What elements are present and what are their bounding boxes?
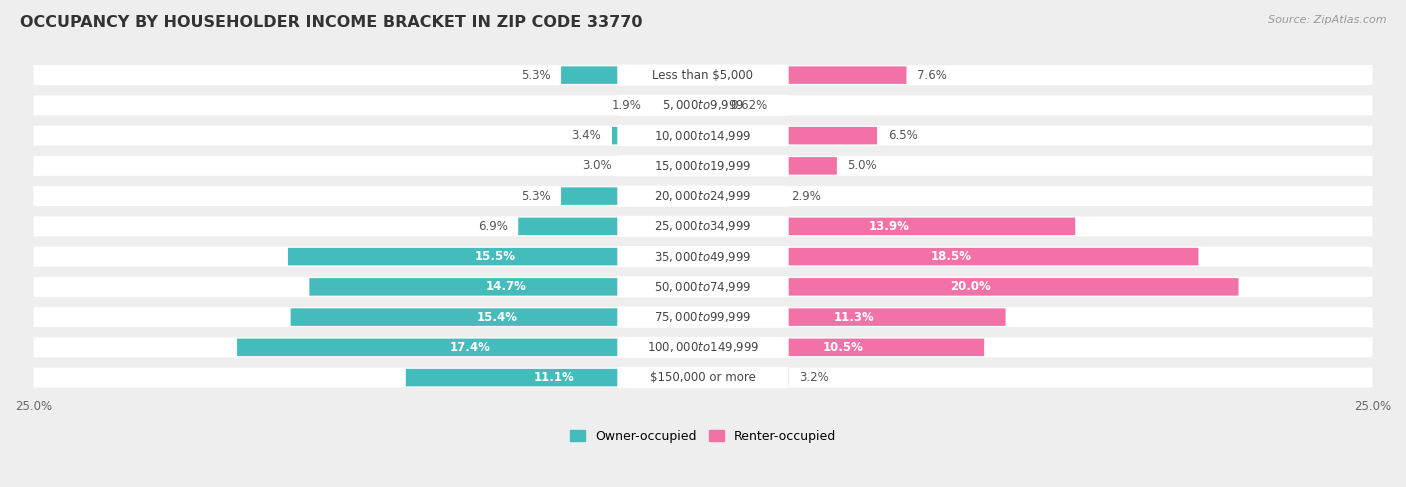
FancyBboxPatch shape [288, 248, 703, 265]
FancyBboxPatch shape [617, 246, 789, 267]
Text: $150,000 or more: $150,000 or more [650, 371, 756, 384]
FancyBboxPatch shape [617, 216, 789, 237]
Text: 5.0%: 5.0% [848, 159, 877, 172]
Text: Less than $5,000: Less than $5,000 [652, 69, 754, 82]
Text: 15.4%: 15.4% [477, 311, 517, 323]
FancyBboxPatch shape [617, 276, 789, 298]
Text: $10,000 to $14,999: $10,000 to $14,999 [654, 129, 752, 143]
FancyBboxPatch shape [34, 216, 1372, 236]
Text: $20,000 to $24,999: $20,000 to $24,999 [654, 189, 752, 203]
Text: 3.4%: 3.4% [571, 129, 602, 142]
FancyBboxPatch shape [561, 187, 703, 205]
FancyBboxPatch shape [34, 126, 1372, 146]
FancyBboxPatch shape [623, 157, 703, 175]
FancyBboxPatch shape [703, 157, 837, 175]
Text: $25,000 to $34,999: $25,000 to $34,999 [654, 219, 752, 233]
FancyBboxPatch shape [652, 96, 703, 114]
Text: $100,000 to $149,999: $100,000 to $149,999 [647, 340, 759, 355]
Text: $50,000 to $74,999: $50,000 to $74,999 [654, 280, 752, 294]
Text: Source: ZipAtlas.com: Source: ZipAtlas.com [1268, 15, 1386, 25]
Text: 18.5%: 18.5% [931, 250, 972, 263]
Text: 10.5%: 10.5% [823, 341, 865, 354]
FancyBboxPatch shape [34, 246, 1372, 266]
FancyBboxPatch shape [703, 338, 984, 356]
Text: 1.9%: 1.9% [612, 99, 641, 112]
Text: $15,000 to $19,999: $15,000 to $19,999 [654, 159, 752, 173]
FancyBboxPatch shape [703, 96, 720, 114]
FancyBboxPatch shape [291, 308, 703, 326]
Text: OCCUPANCY BY HOUSEHOLDER INCOME BRACKET IN ZIP CODE 33770: OCCUPANCY BY HOUSEHOLDER INCOME BRACKET … [20, 15, 643, 30]
FancyBboxPatch shape [34, 156, 1372, 176]
FancyBboxPatch shape [612, 127, 703, 145]
FancyBboxPatch shape [703, 369, 789, 386]
Text: 7.6%: 7.6% [917, 69, 948, 82]
FancyBboxPatch shape [34, 186, 1372, 206]
FancyBboxPatch shape [703, 248, 1198, 265]
FancyBboxPatch shape [34, 65, 1372, 85]
Text: 11.3%: 11.3% [834, 311, 875, 323]
Text: 0.62%: 0.62% [730, 99, 768, 112]
Text: $35,000 to $49,999: $35,000 to $49,999 [654, 250, 752, 263]
FancyBboxPatch shape [617, 95, 789, 116]
FancyBboxPatch shape [617, 186, 789, 206]
FancyBboxPatch shape [703, 308, 1005, 326]
FancyBboxPatch shape [34, 307, 1372, 327]
FancyBboxPatch shape [309, 278, 703, 296]
FancyBboxPatch shape [703, 127, 877, 145]
Text: 25.0%: 25.0% [15, 400, 52, 413]
FancyBboxPatch shape [34, 337, 1372, 357]
Text: 13.9%: 13.9% [869, 220, 910, 233]
FancyBboxPatch shape [34, 95, 1372, 115]
Text: $5,000 to $9,999: $5,000 to $9,999 [662, 98, 744, 112]
FancyBboxPatch shape [238, 338, 703, 356]
FancyBboxPatch shape [703, 187, 780, 205]
FancyBboxPatch shape [617, 155, 789, 176]
Text: 6.9%: 6.9% [478, 220, 508, 233]
FancyBboxPatch shape [34, 277, 1372, 297]
Text: 3.2%: 3.2% [800, 371, 830, 384]
FancyBboxPatch shape [617, 367, 789, 388]
Text: 15.5%: 15.5% [475, 250, 516, 263]
Text: 6.5%: 6.5% [887, 129, 918, 142]
Text: 2.9%: 2.9% [792, 189, 821, 203]
FancyBboxPatch shape [703, 218, 1076, 235]
FancyBboxPatch shape [703, 66, 907, 84]
FancyBboxPatch shape [617, 125, 789, 146]
Text: 5.3%: 5.3% [520, 189, 550, 203]
Text: 14.7%: 14.7% [485, 281, 527, 293]
Text: 25.0%: 25.0% [1354, 400, 1391, 413]
Legend: Owner-occupied, Renter-occupied: Owner-occupied, Renter-occupied [565, 425, 841, 448]
FancyBboxPatch shape [406, 369, 703, 386]
FancyBboxPatch shape [617, 306, 789, 328]
FancyBboxPatch shape [519, 218, 703, 235]
Text: 20.0%: 20.0% [950, 281, 991, 293]
FancyBboxPatch shape [34, 368, 1372, 388]
Text: $75,000 to $99,999: $75,000 to $99,999 [654, 310, 752, 324]
FancyBboxPatch shape [561, 66, 703, 84]
Text: 5.3%: 5.3% [520, 69, 550, 82]
Text: 3.0%: 3.0% [582, 159, 612, 172]
FancyBboxPatch shape [703, 278, 1239, 296]
FancyBboxPatch shape [617, 337, 789, 358]
Text: 11.1%: 11.1% [534, 371, 575, 384]
FancyBboxPatch shape [617, 65, 789, 86]
Text: 17.4%: 17.4% [450, 341, 491, 354]
